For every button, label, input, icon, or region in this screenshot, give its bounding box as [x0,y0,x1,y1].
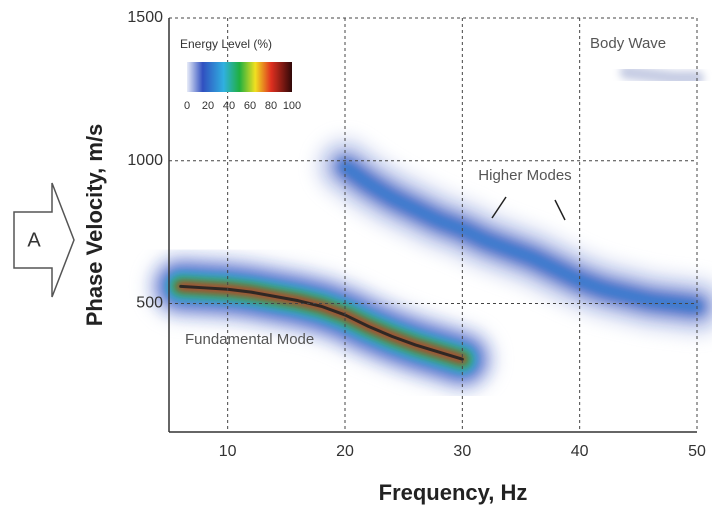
arrow [491,196,507,219]
x-axis-title: Frequency, Hz [379,480,528,505]
x-tick-label: 20 [336,443,354,460]
annotation: Body Wave [590,35,666,52]
y-axis-title: Phase Velocity, m/s [82,124,107,327]
colorbar-title: Energy Level (%) [180,37,272,51]
colorbar-tick-label: 80 [265,100,277,112]
colorbar-tick-label: 60 [244,100,256,112]
x-tick-label: 10 [219,443,237,460]
y-tick-label: 500 [136,295,163,312]
x-tick-label: 40 [571,443,589,460]
arrow [554,199,566,221]
x-tick-label: 50 [688,443,706,460]
annotation: Higher Modes [478,167,571,184]
mode-trace [619,65,704,85]
mode-trace [340,161,702,312]
colorbar-tick-label: 0 [184,100,190,112]
colorbar-tick-label: 40 [223,100,235,112]
y-tick-label: 1500 [127,9,163,26]
arrow-box [13,182,75,298]
plot-area [145,65,712,395]
colorbar [187,62,292,92]
y-tick-label: 1000 [127,152,163,169]
annotation: Fundamental Mode [185,331,314,348]
colorbar-tick-label: 20 [202,100,214,112]
box-label: A [27,229,41,251]
colorbar-tick-label: 100 [283,100,301,112]
x-tick-label: 30 [453,443,471,460]
